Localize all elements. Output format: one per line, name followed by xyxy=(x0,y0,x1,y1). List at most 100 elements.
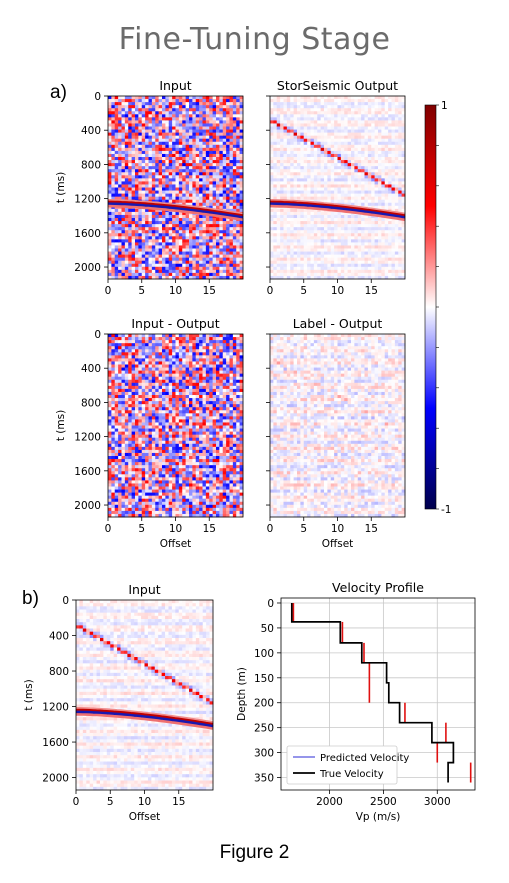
heatmap-cell xyxy=(337,272,342,277)
heatmap-cell xyxy=(124,233,129,237)
heatmap-cell xyxy=(280,230,284,234)
heatmap-cell xyxy=(270,132,274,137)
heatmap-cell xyxy=(108,117,112,121)
heatmap-cell xyxy=(401,266,406,271)
heatmap-cell xyxy=(371,175,376,179)
heatmap-cell xyxy=(340,269,345,274)
heatmap-cell xyxy=(371,181,376,185)
heatmap-cell xyxy=(361,254,365,259)
heatmap-cell xyxy=(158,178,163,182)
heatmap-cell xyxy=(162,135,166,140)
heatmap-cell xyxy=(168,230,173,234)
heatmap-cell xyxy=(303,105,308,109)
heatmap-cell xyxy=(131,208,136,213)
heatmap-cell xyxy=(148,242,153,246)
heatmap-cell xyxy=(178,224,183,228)
heatmap-cell xyxy=(351,272,355,277)
heatmap-cell xyxy=(175,275,180,280)
heatmap-cell xyxy=(131,263,136,268)
heatmap-cell xyxy=(232,172,237,176)
heatmap-cell xyxy=(320,147,325,152)
heatmap-cell xyxy=(175,108,180,112)
heatmap-cell xyxy=(384,153,389,158)
heatmap-cell xyxy=(330,147,335,152)
heatmap-cell xyxy=(357,114,362,118)
heatmap-cell xyxy=(216,111,220,115)
heatmap-cell xyxy=(124,117,129,121)
heatmap-cell xyxy=(344,224,349,228)
heatmap-cell xyxy=(303,239,308,243)
heatmap-cell xyxy=(324,242,328,246)
heatmap-cell xyxy=(367,172,372,176)
heatmap-cell xyxy=(374,138,379,143)
heatmap-cell xyxy=(108,483,112,487)
heatmap-cell xyxy=(297,123,301,127)
heatmap-cell xyxy=(209,199,214,204)
heatmap-cell xyxy=(145,236,149,240)
heatmap-cell xyxy=(236,236,241,240)
heatmap-cell xyxy=(354,141,359,146)
heatmap-cell xyxy=(199,239,203,243)
heatmap-cell xyxy=(189,196,193,201)
heatmap-cell xyxy=(398,172,403,176)
heatmap-cell xyxy=(313,181,318,185)
heatmap-cell xyxy=(378,218,382,222)
heatmap-cell xyxy=(118,242,122,246)
heatmap-cell xyxy=(276,230,281,234)
heatmap-cell xyxy=(151,138,156,143)
heatmap-cell xyxy=(280,184,284,188)
heatmap-cell xyxy=(317,126,322,130)
heatmap-cell xyxy=(108,401,112,405)
heatmap-cell xyxy=(354,99,359,103)
heatmap-cell xyxy=(384,105,389,109)
heatmap-cell xyxy=(111,431,116,436)
heatmap-cell xyxy=(310,239,315,243)
heatmap-cell xyxy=(168,184,173,188)
heatmap-cell xyxy=(168,157,173,161)
heatmap-cell xyxy=(300,221,305,225)
heatmap-cell xyxy=(192,178,197,182)
heatmap-cell xyxy=(236,260,241,265)
heatmap-cell xyxy=(398,190,403,194)
heatmap-cell xyxy=(148,138,153,143)
heatmap-cell xyxy=(303,169,308,173)
heatmap-cell xyxy=(378,175,382,179)
heatmap-cell xyxy=(108,495,112,500)
heatmap-cell xyxy=(307,160,311,164)
heatmap-cell xyxy=(286,169,291,173)
heatmap-cell xyxy=(327,269,332,274)
heatmap-cell xyxy=(374,163,379,167)
heatmap-cell xyxy=(354,218,359,222)
heatmap-cell xyxy=(222,114,227,118)
heatmap-cell xyxy=(378,257,382,262)
heatmap-cell xyxy=(330,254,335,259)
heatmap-cell xyxy=(286,120,291,124)
heatmap-cell xyxy=(307,236,311,240)
heatmap-cell xyxy=(162,123,166,127)
heatmap-cell xyxy=(195,169,200,173)
heatmap-cell xyxy=(327,227,332,231)
heatmap-cell xyxy=(340,245,345,249)
heatmap-cell xyxy=(367,218,372,222)
heatmap-cell xyxy=(384,184,389,188)
heatmap-cell xyxy=(303,242,308,246)
heatmap-cell xyxy=(388,147,392,152)
heatmap-cell xyxy=(317,269,322,274)
heatmap-cell xyxy=(340,275,345,280)
heatmap-cell xyxy=(205,245,210,249)
heatmap-cell xyxy=(340,138,345,143)
heatmap-cell xyxy=(334,242,338,246)
heatmap-cell xyxy=(118,230,122,234)
heatmap-cell xyxy=(283,269,288,274)
heatmap-cell xyxy=(357,224,362,228)
heatmap-cell xyxy=(378,144,382,149)
heatmap-cell xyxy=(121,123,126,127)
heatmap-cell xyxy=(138,221,143,225)
heatmap-cell xyxy=(398,202,403,207)
heatmap-cell xyxy=(337,224,342,228)
heatmap-cell xyxy=(124,254,129,259)
heatmap-cell xyxy=(290,230,295,234)
heatmap-cell xyxy=(108,132,112,137)
heatmap-cell xyxy=(216,233,220,237)
heatmap-cell xyxy=(313,251,318,255)
